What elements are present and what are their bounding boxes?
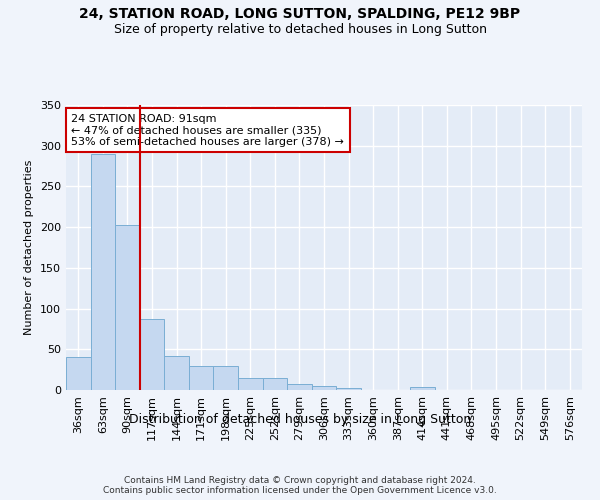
Bar — [263, 378, 287, 390]
Text: 24 STATION ROAD: 91sqm
← 47% of detached houses are smaller (335)
53% of semi-de: 24 STATION ROAD: 91sqm ← 47% of detached… — [71, 114, 344, 147]
Bar — [91, 154, 115, 390]
Bar — [140, 319, 164, 390]
Bar — [410, 386, 434, 390]
Text: Size of property relative to detached houses in Long Sutton: Size of property relative to detached ho… — [113, 22, 487, 36]
Bar — [164, 356, 189, 390]
Y-axis label: Number of detached properties: Number of detached properties — [25, 160, 34, 335]
Bar — [66, 358, 91, 390]
Text: Contains HM Land Registry data © Crown copyright and database right 2024.
Contai: Contains HM Land Registry data © Crown c… — [103, 476, 497, 495]
Bar — [312, 386, 336, 390]
Text: 24, STATION ROAD, LONG SUTTON, SPALDING, PE12 9BP: 24, STATION ROAD, LONG SUTTON, SPALDING,… — [79, 8, 521, 22]
Bar — [214, 366, 238, 390]
Bar — [189, 366, 214, 390]
Bar — [336, 388, 361, 390]
Text: Distribution of detached houses by size in Long Sutton: Distribution of detached houses by size … — [129, 412, 471, 426]
Bar — [115, 224, 140, 390]
Bar — [287, 384, 312, 390]
Bar — [238, 378, 263, 390]
